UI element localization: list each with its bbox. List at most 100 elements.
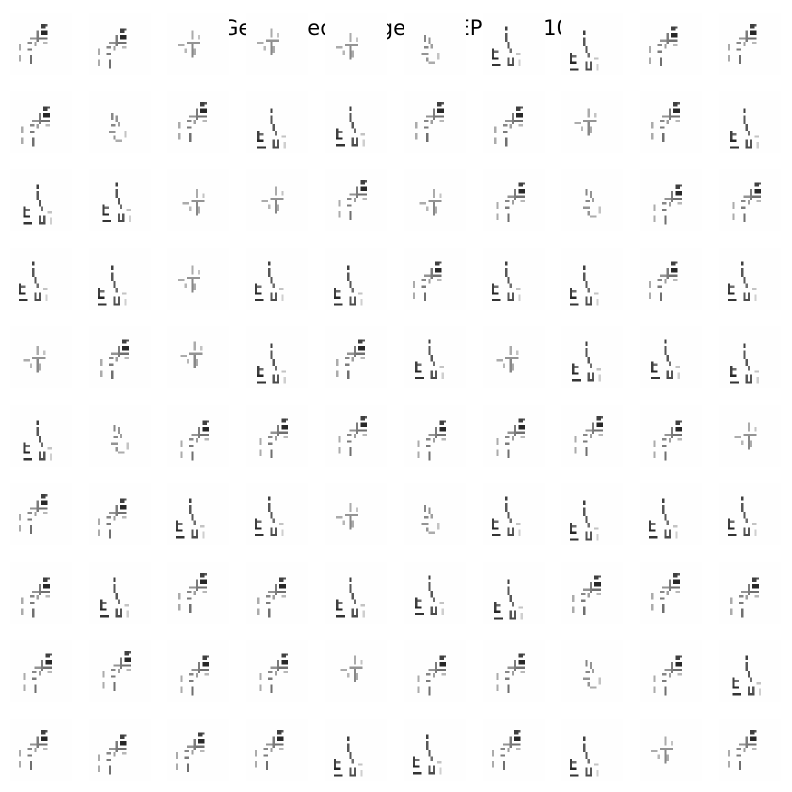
- glyph-pixel: [186, 126, 192, 129]
- glyph-pixel: [178, 593, 181, 600]
- glyph-pixel: [272, 283, 275, 288]
- glyph-pixel: [38, 363, 41, 371]
- image-background: [167, 91, 229, 153]
- glyph-pixel: [428, 581, 431, 591]
- generated-glyph-image: [640, 483, 702, 545]
- glyph-pixel: [189, 352, 203, 355]
- generated-glyph-image: [89, 326, 151, 388]
- glyph-pixel: [41, 30, 48, 36]
- glyph-pixel: [439, 193, 442, 198]
- generated-image-cell: [325, 719, 387, 781]
- glyph-pixel: [202, 193, 205, 198]
- glyph-pixel: [596, 298, 599, 306]
- glyph-pixel: [671, 662, 674, 674]
- glyph-pixel: [115, 608, 118, 616]
- glyph-pixel: [594, 763, 599, 766]
- glyph-pixel: [27, 511, 33, 514]
- glyph-pixel: [349, 577, 352, 582]
- glyph-pixel: [36, 736, 39, 748]
- glyph-pixel: [126, 668, 132, 671]
- glyph-pixel: [29, 761, 33, 770]
- glyph-pixel: [437, 52, 440, 60]
- generated-image-cell: [483, 326, 545, 388]
- glyph-pixel: [651, 522, 656, 526]
- glyph-pixel: [415, 370, 422, 373]
- generated-glyph-image: [640, 13, 702, 75]
- glyph-pixel: [428, 765, 431, 773]
- glyph-pixel: [175, 536, 185, 539]
- glyph-pixel: [589, 191, 592, 198]
- glyph-pixel: [520, 106, 523, 109]
- generated-glyph-image: [719, 169, 781, 231]
- glyph-pixel: [351, 758, 354, 764]
- glyph-pixel: [516, 350, 519, 355]
- glyph-pixel: [257, 381, 266, 384]
- glyph-pixel: [36, 345, 39, 355]
- glyph-pixel: [727, 55, 731, 62]
- glyph-pixel: [679, 655, 683, 658]
- glyph-pixel: [189, 498, 192, 503]
- glyph-pixel: [184, 756, 190, 759]
- image-background: [640, 91, 702, 153]
- glyph-pixel: [349, 32, 352, 42]
- glyph-pixel: [108, 130, 116, 134]
- glyph-pixel: [569, 303, 579, 306]
- glyph-pixel: [117, 511, 127, 514]
- glyph-pixel: [124, 734, 127, 737]
- glyph-pixel: [659, 274, 667, 277]
- glyph-pixel: [426, 206, 429, 212]
- glyph-pixel: [362, 610, 365, 618]
- glyph-pixel: [589, 662, 592, 669]
- glyph-pixel: [673, 433, 683, 436]
- glyph-pixel: [198, 427, 201, 439]
- glyph-pixel: [741, 206, 746, 209]
- glyph-pixel: [668, 529, 671, 537]
- glyph-pixel: [41, 24, 46, 29]
- glyph-pixel: [279, 287, 284, 291]
- generated-image-cell: [483, 719, 545, 781]
- glyph-pixel: [23, 451, 30, 454]
- glyph-pixel: [32, 677, 37, 680]
- glyph-pixel: [594, 292, 599, 295]
- generated-image-cell: [10, 640, 72, 702]
- glyph-pixel: [585, 200, 590, 203]
- glyph-pixel: [671, 267, 678, 273]
- glyph-pixel: [270, 350, 273, 360]
- glyph-pixel: [349, 303, 356, 306]
- glyph-pixel: [662, 208, 667, 212]
- glyph-pixel: [277, 659, 280, 671]
- generated-image-cell: [10, 13, 72, 75]
- glyph-pixel: [511, 363, 514, 371]
- glyph-pixel: [29, 130, 35, 134]
- glyph-pixel: [189, 673, 194, 676]
- glyph-pixel: [754, 24, 757, 27]
- glyph-pixel: [664, 339, 667, 344]
- glyph-pixel: [596, 422, 604, 428]
- glyph-pixel: [193, 590, 196, 596]
- glyph-pixel: [745, 146, 753, 149]
- glyph-pixel: [254, 761, 258, 768]
- generated-glyph-image: [640, 562, 702, 624]
- glyph-pixel: [662, 679, 667, 683]
- glyph-pixel: [677, 573, 680, 576]
- generated-image-cell: [483, 562, 545, 624]
- glyph-pixel: [349, 502, 352, 512]
- glyph-pixel: [507, 511, 510, 519]
- glyph-pixel: [666, 119, 669, 125]
- generated-image-cell: [89, 483, 151, 545]
- glyph-pixel: [750, 139, 753, 147]
- glyph-pixel: [45, 294, 48, 302]
- glyph-pixel: [648, 281, 652, 288]
- glyph-pixel: [730, 130, 733, 140]
- glyph-pixel: [730, 146, 739, 149]
- generated-glyph-image: [719, 719, 781, 781]
- glyph-pixel: [594, 113, 597, 118]
- glyph-pixel: [108, 357, 114, 360]
- glyph-pixel: [102, 601, 107, 605]
- glyph-pixel: [108, 511, 116, 514]
- glyph-pixel: [417, 675, 420, 683]
- glyph-pixel: [675, 261, 678, 264]
- generated-glyph-image: [561, 91, 623, 153]
- glyph-pixel: [743, 350, 746, 360]
- generated-glyph-image: [246, 483, 308, 545]
